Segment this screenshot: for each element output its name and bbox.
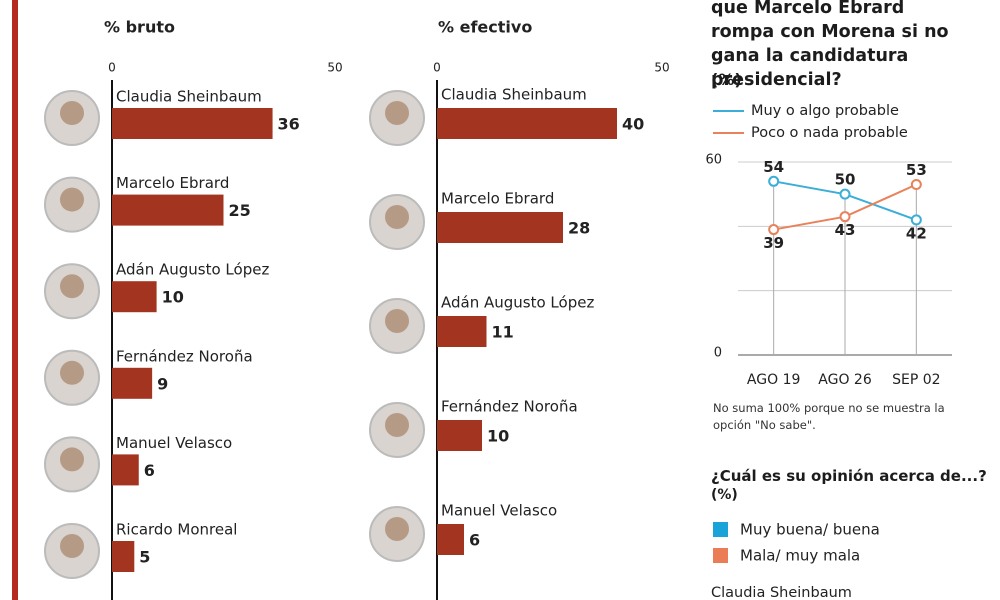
face-head — [60, 101, 84, 125]
opinion-subtitle: (%) — [711, 487, 738, 503]
face-head — [60, 534, 84, 558]
point — [839, 188, 851, 200]
chart-title: % bruto — [104, 18, 175, 37]
bar — [112, 194, 224, 226]
value-label: 50 — [835, 171, 856, 189]
legend-label: Muy buena/ buena — [740, 521, 880, 539]
category-label: Adán Augusto López — [116, 261, 269, 279]
face-head — [385, 205, 409, 229]
category-label: Manuel Velasco — [441, 502, 557, 520]
value-label: 43 — [835, 221, 856, 239]
value-label: 36 — [278, 115, 300, 134]
x-tick-label: 50 — [327, 61, 342, 75]
bar — [112, 454, 139, 486]
x-tick-label: SEP 02 — [892, 372, 940, 388]
value-label: 11 — [492, 323, 514, 342]
bar — [112, 281, 157, 313]
value-label: 5 — [139, 548, 150, 567]
x-tick-label: AGO 19 — [747, 372, 800, 388]
x-tick-label: AGO 26 — [818, 372, 872, 388]
point — [768, 224, 780, 236]
value-label: 6 — [469, 531, 480, 550]
face-head — [60, 447, 84, 472]
face-head — [60, 274, 84, 299]
bar — [112, 541, 135, 572]
category-label: Ricardo Monreal — [116, 521, 237, 539]
value-label: 10 — [162, 288, 184, 307]
legend-label: Poco o nada probable — [751, 125, 908, 141]
face-head — [385, 309, 409, 333]
point — [910, 214, 922, 226]
line-chart-title: que Marcelo Ebrard rompa con Morena si n… — [711, 0, 949, 90]
point — [839, 211, 851, 223]
category-label: Adán Augusto López — [441, 294, 594, 312]
y-tick-label: 60 — [705, 153, 722, 168]
value-label: 54 — [763, 158, 784, 176]
category-label: Claudia Sheinbaum — [711, 585, 852, 600]
point — [768, 175, 780, 187]
bar — [112, 367, 153, 399]
face-head — [385, 517, 409, 541]
bar — [437, 212, 563, 243]
category-label: Marcelo Ebrard — [441, 190, 554, 208]
category-label: Fernández Noroña — [441, 398, 578, 416]
face-head — [385, 101, 409, 125]
category-label: Fernández Noroña — [116, 347, 253, 365]
note: No suma 100% porque no se muestra la opc… — [713, 401, 945, 432]
value-label: 40 — [622, 115, 644, 134]
accent-bar — [12, 0, 18, 600]
y-tick-label: 0 — [714, 346, 722, 361]
value-label: 39 — [763, 234, 784, 252]
value-label: 10 — [487, 427, 509, 446]
bar — [437, 420, 482, 451]
value-label: 42 — [906, 224, 927, 242]
x-tick-label: 0 — [108, 61, 116, 75]
opinion-title: ¿Cuál es su opinión acerca de...? — [711, 467, 987, 485]
legend-swatch — [713, 548, 728, 563]
category-label: Marcelo Ebrard — [116, 174, 229, 192]
category-label: Manuel Velasco — [116, 434, 232, 452]
bar — [437, 316, 487, 347]
legend-swatch — [713, 522, 728, 537]
value-label: 28 — [568, 219, 590, 238]
x-tick-label: 0 — [433, 61, 441, 75]
bar — [112, 108, 273, 139]
bar — [437, 108, 617, 139]
face-head — [60, 187, 84, 212]
value-label: 53 — [906, 161, 927, 179]
line-chart-subtitle: (%) — [711, 70, 742, 89]
category-label: Claudia Sheinbaum — [441, 86, 587, 104]
face-head — [60, 360, 84, 385]
value-label: 9 — [157, 374, 168, 393]
legend-label: Mala/ muy mala — [740, 547, 860, 565]
bar — [437, 524, 464, 555]
chart-title: % efectivo — [438, 18, 532, 37]
value-label: 25 — [229, 201, 251, 220]
category-label: Claudia Sheinbaum — [116, 88, 262, 106]
face-head — [385, 413, 409, 437]
legend-label: Muy o algo probable — [751, 103, 899, 119]
x-tick-label: 50 — [654, 61, 669, 75]
value-label: 6 — [144, 461, 155, 480]
point — [910, 179, 922, 191]
